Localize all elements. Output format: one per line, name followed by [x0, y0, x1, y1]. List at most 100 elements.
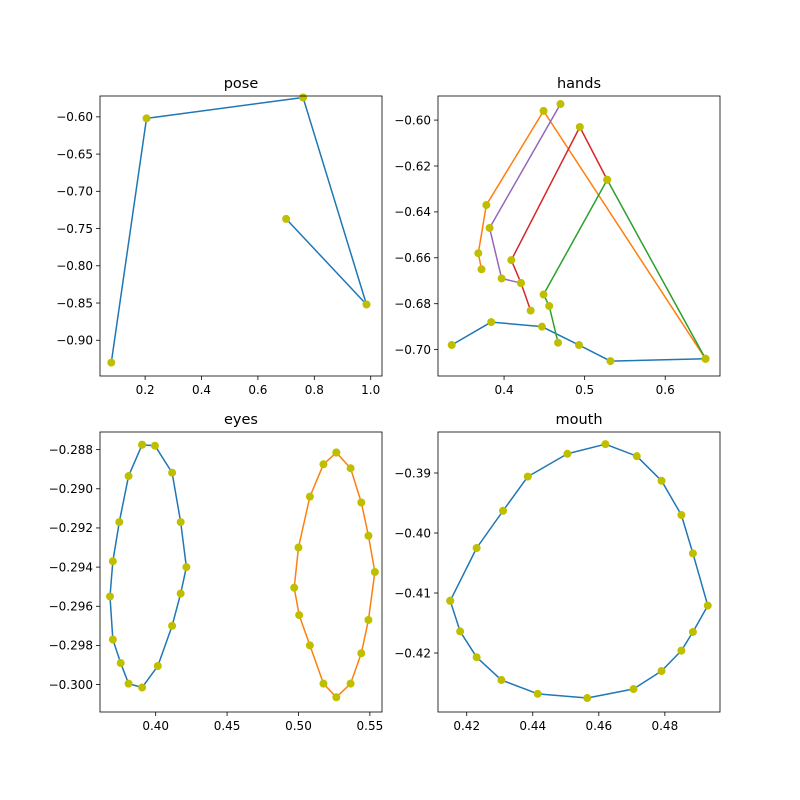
eyes-series-0-point [108, 635, 117, 644]
eyes-series-0-point [176, 518, 185, 527]
mouth-plot-area [438, 432, 720, 712]
hands-ytick-label: −0.68 [394, 297, 431, 311]
eyes-series-0-point [116, 659, 125, 668]
mouth-series-0-point [688, 628, 697, 637]
mouth-series-0-point [563, 449, 572, 458]
pose-series-0-point [362, 300, 371, 309]
hands-series-1-point [482, 201, 491, 210]
pose-xtick-label: 1.0 [361, 383, 380, 397]
hands-series-0-line [451, 321, 706, 362]
eyes-series-1-point [305, 641, 314, 650]
hands-series-2-point [554, 338, 563, 347]
mouth-series-0-point [523, 472, 532, 481]
eyes-series-0-point [124, 472, 133, 481]
eyes-ytick-label: −0.288 [49, 443, 93, 457]
eyes-series-0-point [176, 589, 185, 598]
eyes-series-0-point [124, 679, 133, 688]
eyes-series-1-point [332, 448, 341, 457]
eyes-series-0-point [168, 468, 177, 477]
mouth-series-0-point [629, 685, 638, 694]
pose-series-0-point [299, 93, 308, 102]
hands-series-4-point [497, 274, 506, 283]
hands-series-4-point [516, 279, 525, 288]
hands-ytick-label: −0.66 [394, 251, 431, 265]
mouth-xtick-label: 0.48 [651, 719, 678, 733]
mouth-title: mouth [555, 412, 602, 428]
subplot-eyes: 0.40 0.45 0.50 0.55 −0.288 −0.290 −0.292 −0.294… [49, 412, 384, 733]
eyes-ytick-label: −0.296 [49, 600, 93, 614]
hands-series-4-line [488, 103, 562, 284]
hands-series-2-point [701, 354, 710, 363]
eyes-ytick-label: −0.290 [49, 482, 93, 496]
pose-plot-area [100, 96, 382, 376]
eyes-series-0-point [115, 518, 124, 527]
hands-series-0-point [487, 318, 496, 327]
pose-series-0-point [282, 214, 291, 223]
hands-series-3-point [526, 306, 535, 315]
eyes-series-1-point [364, 615, 373, 624]
mouth-series-0-point [583, 694, 592, 703]
mouth-series-0-point [688, 549, 697, 558]
pose-xtick-label: 0.4 [192, 383, 211, 397]
mouth-xtick-label: 0.44 [519, 719, 546, 733]
hands-series-3-point [575, 122, 584, 131]
eyes-series-0-point [168, 621, 177, 630]
hands-series-0-point [537, 322, 546, 331]
hands-series-1-point [474, 249, 483, 258]
eyes-ytick-label: −0.298 [49, 639, 93, 653]
pose-series-0-point [142, 114, 151, 123]
subplot-mouth: 0.42 0.44 0.46 0.48 −0.39 −0.40 −0.41 −0.42 mout… [394, 412, 721, 733]
eyes-series-1-point [346, 679, 355, 688]
hands-series-1-point [539, 106, 548, 115]
hands-series-0-point [606, 357, 615, 366]
mouth-xtick-label: 0.46 [585, 719, 612, 733]
mouth-series-0-point [533, 689, 542, 698]
eyes-series-1-point [305, 492, 314, 501]
eyes-ytick-label: −0.292 [49, 521, 93, 535]
hands-ytick-label: −0.62 [394, 159, 431, 173]
eyes-series-0-point [138, 440, 147, 449]
subplot-pose: 0.2 0.4 0.6 0.8 1.0 −0.60 −0.65 −0.70 −0.75 −0.80… [56, 76, 383, 397]
pose-ytick-label: −0.85 [56, 296, 93, 310]
subplot-hands: 0.4 0.5 0.6 −0.60 −0.62 −0.64 −0.66 −0.68 −0.70 h… [394, 76, 721, 397]
mouth-series-0-point [677, 646, 686, 655]
eyes-series-1-point [357, 649, 366, 658]
pose-xtick-label: 0.2 [136, 383, 155, 397]
eyes-series-1-point [290, 583, 299, 592]
eyes-series-0-point [153, 661, 162, 670]
eyes-series-0-point [108, 557, 117, 566]
pose-axes-frame [99, 95, 383, 377]
pose-ytick-label: −0.70 [56, 185, 93, 199]
hands-xtick-label: 0.4 [495, 383, 514, 397]
eyes-series-1-point [370, 568, 379, 576]
eyes-series-0-point [182, 563, 191, 572]
mouth-series-0-point [497, 676, 506, 685]
hands-series-1-point [477, 265, 486, 274]
pose-series-0-point [107, 358, 116, 367]
hands-xtick-label: 0.5 [575, 383, 594, 397]
hands-ytick-label: −0.70 [394, 343, 431, 357]
eyes-xtick-label: 0.45 [214, 719, 241, 733]
mouth-series-0-point [657, 476, 666, 485]
pose-ytick-label: −0.60 [56, 110, 93, 124]
pose-title: pose [224, 76, 259, 92]
hands-axes-frame [437, 95, 721, 377]
hands-ytick-label: −0.60 [394, 113, 431, 127]
eyes-series-1-point [346, 464, 355, 473]
pose-ytick-label: −0.75 [56, 222, 93, 236]
eyes-ytick-label: −0.300 [49, 678, 93, 692]
hands-ytick-label: −0.64 [394, 205, 431, 219]
mouth-series-0-point [456, 627, 465, 636]
hands-plot-area [438, 96, 720, 376]
eyes-xtick-label: 0.50 [285, 719, 312, 733]
eyes-series-0-point [105, 592, 114, 601]
mouth-axes-frame [437, 431, 721, 713]
eyes-series-1-point [357, 498, 366, 507]
hands-xtick-label: 0.6 [656, 383, 675, 397]
mouth-series-0-point [601, 440, 610, 449]
eyes-xtick-label: 0.40 [142, 719, 169, 733]
mouth-series-0-point [499, 506, 508, 515]
hands-series-0-point [447, 341, 456, 350]
eyes-series-1-point [364, 531, 373, 540]
